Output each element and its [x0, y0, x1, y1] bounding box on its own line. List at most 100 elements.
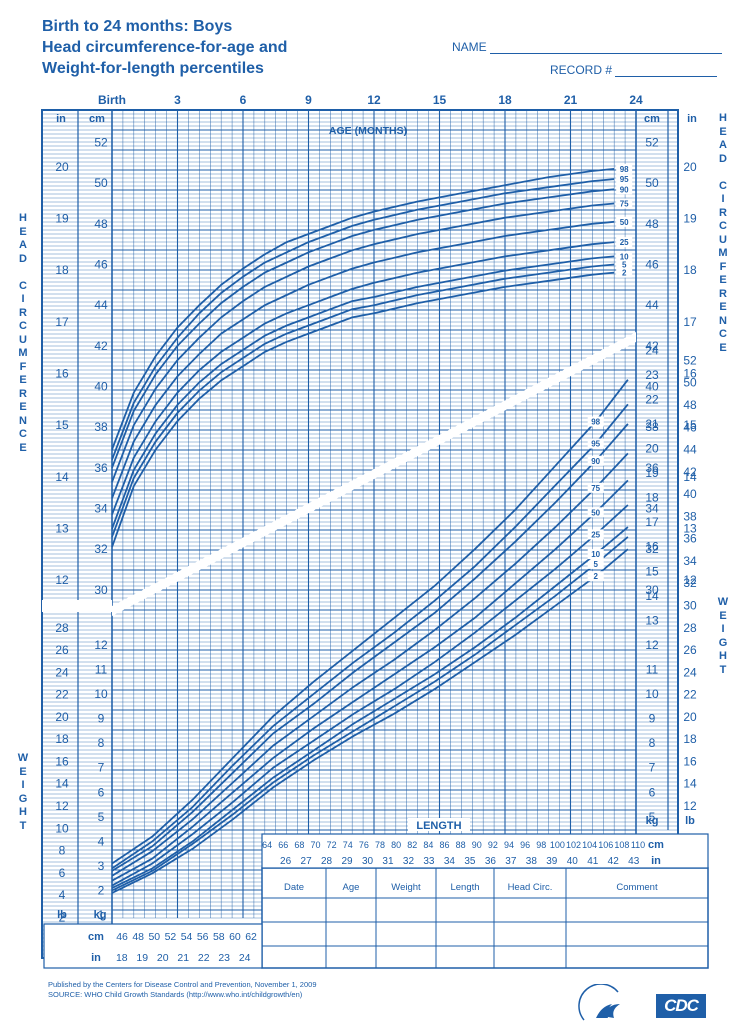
name-line[interactable] — [490, 41, 723, 54]
wl-kg-tick-left: 10 — [94, 687, 108, 701]
hc-percentile-label: 75 — [620, 200, 629, 209]
name-field[interactable]: NAME — [452, 40, 723, 54]
length-cm-tick-right: 64 — [262, 840, 272, 850]
length-cm-tick-bottom: 60 — [229, 931, 241, 943]
wl-kg-tick-right: 16 — [645, 540, 659, 554]
wl-percentile-curve-75 — [111, 452, 629, 877]
footer-source: SOURCE: WHO Child Growth Standards (http… — [48, 990, 303, 999]
wl-lb-tick-right: 14 — [683, 777, 697, 791]
record-table-header: Weight — [391, 882, 421, 893]
wl-kg-tick-right: 5 — [649, 810, 656, 824]
length-cm-tick-right: 100 — [550, 840, 565, 850]
age-tick-label: Birth — [98, 93, 126, 107]
hc-cm-tick-right: 44 — [645, 298, 659, 312]
hc-percentile-label-bg — [616, 184, 633, 195]
length-in-tick-right: 39 — [546, 856, 558, 867]
hc-percentile-label: 10 — [620, 252, 629, 261]
hc-percentile-label: 95 — [620, 175, 629, 184]
hc-in-tick-right: 14 — [683, 470, 697, 484]
length-cm-tick-right: 76 — [359, 840, 369, 850]
length-cm-tick-right: 104 — [582, 840, 597, 850]
record-field[interactable]: RECORD # — [550, 63, 718, 77]
wl-percentile-label: 25 — [591, 530, 600, 539]
hc-unit-cm-left: cm — [89, 113, 105, 125]
wl-kg-tick-right: 9 — [649, 712, 656, 726]
record-line[interactable] — [615, 64, 718, 77]
age-tick-label: 21 — [564, 93, 578, 107]
hc-percentile-curve-75 — [111, 202, 615, 483]
length-in-tick-bottom: 20 — [157, 952, 169, 964]
wl-lb-tick-right: 22 — [683, 688, 697, 702]
hc-cm-tick-left: 32 — [94, 542, 108, 556]
hc-in-tick-left: 19 — [55, 212, 69, 226]
hc-cm-tick-left: 34 — [94, 502, 108, 516]
length-in-tick-bottom: 18 — [116, 952, 128, 964]
wl-kg-tick-right: 14 — [645, 589, 659, 603]
hc-in-tick-right: 15 — [683, 418, 697, 432]
length-cm-tick-right: 92 — [488, 840, 498, 850]
wl-percentile-curve-90 — [111, 423, 629, 872]
wl-lb-tick-right: 16 — [683, 754, 697, 768]
wl-lb-tick-right: 18 — [683, 732, 697, 746]
wl-lb-tick-right: 52 — [683, 353, 697, 367]
wl-kg-tick-right: 22 — [645, 392, 659, 406]
wl-kg-tick-right: 8 — [649, 736, 656, 750]
hc-cm-tick-left: 40 — [94, 380, 108, 394]
length-cm-tick-right: 108 — [614, 840, 629, 850]
hc-percentile-curve-90 — [111, 188, 615, 469]
age-tick-label: 3 — [174, 93, 181, 107]
length-cm-tick-right: 90 — [472, 840, 482, 850]
age-tick-label: 12 — [367, 93, 381, 107]
hc-cm-tick-right: 32 — [645, 542, 659, 556]
length-in-tick-right: 33 — [423, 856, 435, 867]
wl-kg-tick-left: 5 — [98, 810, 105, 824]
length-in-tick-right: 32 — [403, 856, 415, 867]
length-in-tick-right: 43 — [628, 856, 640, 867]
hc-cm-tick-left: 42 — [94, 339, 108, 353]
hc-cm-tick-left: 46 — [94, 258, 108, 272]
wl-percentile-label: 75 — [591, 484, 600, 493]
wl-percentile-label: 10 — [591, 550, 600, 559]
length-cm-tick-bottom: 48 — [132, 931, 144, 943]
wl-lb-tick-left: 14 — [55, 777, 69, 791]
wl-lb-tick-right: 40 — [683, 487, 697, 501]
wl-lb-tick-right: 20 — [683, 710, 697, 724]
wl-kg-tick-left: 4 — [98, 834, 105, 848]
hc-percentile-curve-25 — [111, 241, 615, 515]
record-table-header: Comment — [616, 882, 658, 893]
wl-percentile-label: 50 — [591, 508, 600, 517]
wl-kg-tick-right: 6 — [649, 785, 656, 799]
wl-lb-tick-right: 12 — [683, 799, 697, 813]
age-tick-label: 18 — [498, 93, 512, 107]
wl-percentile-label-bg — [587, 571, 604, 582]
hc-cm-tick-right: 36 — [645, 461, 659, 475]
hc-percentile-label: 90 — [620, 185, 629, 194]
length-in-tick-right: 36 — [485, 856, 497, 867]
wl-percentile-label-bg — [587, 455, 604, 466]
wl-lb-tick-left: 18 — [55, 732, 69, 746]
hc-percentile-label-bg — [616, 163, 633, 174]
wl-kg-tick-right: 24 — [645, 343, 659, 357]
hc-cm-tick-right: 48 — [645, 217, 659, 231]
length-in-tick-right: 35 — [464, 856, 476, 867]
wl-lb-tick-right: 34 — [683, 554, 697, 568]
length-in-tick-right: 38 — [526, 856, 538, 867]
age-axis-label: AGE (MONTHS) — [329, 125, 407, 137]
wl-lb-tick-right: 24 — [683, 665, 697, 679]
wl-percentile-curve-50 — [111, 479, 629, 882]
wl-percentile-label: 5 — [593, 560, 598, 569]
hc-in-tick-right: 12 — [683, 573, 697, 587]
wl-kg-tick-left: 11 — [95, 663, 108, 677]
hc-in-tick-right: 13 — [683, 521, 697, 535]
hc-percentile-curve-10 — [111, 255, 615, 530]
hc-cm-tick-left: 38 — [94, 420, 108, 434]
length-cm-tick-right: 74 — [343, 840, 353, 850]
wl-kg-tick-right: 23 — [645, 368, 659, 382]
length-unit-in-bottom: in — [91, 952, 101, 964]
length-in-tick-bottom: 19 — [136, 952, 148, 964]
wl-lb-tick-left: 12 — [55, 799, 69, 813]
record-label: RECORD # — [550, 63, 613, 77]
record-table-header: Length — [450, 882, 479, 893]
wl-lb-tick-right: 32 — [683, 576, 697, 590]
hc-unit-in-right: in — [687, 113, 697, 125]
